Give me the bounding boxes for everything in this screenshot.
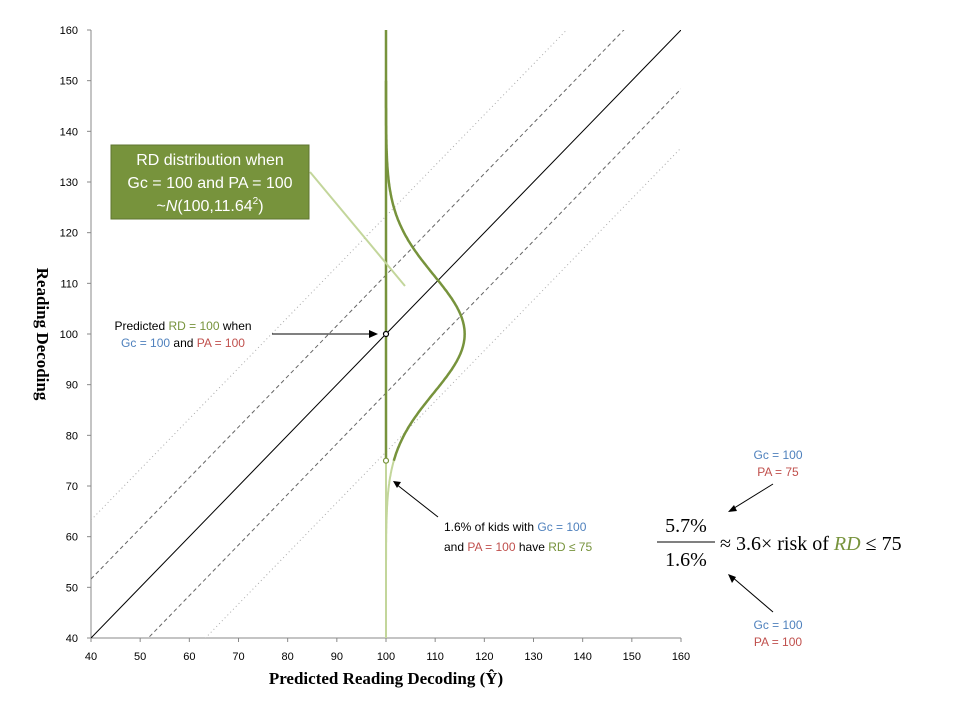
- x-tick-label: 110: [426, 651, 444, 663]
- y-tick-label: 100: [60, 329, 78, 341]
- y-tick-label: 90: [66, 380, 78, 392]
- predicted-line1: Predicted RD = 100 when: [114, 319, 251, 333]
- group-bottom-arrow-head: [728, 574, 736, 583]
- distribution-curve-lower: [385, 460, 395, 588]
- group-top-arrow-head: [728, 505, 737, 512]
- group-top-gc: Gc = 100: [753, 448, 802, 462]
- x-tick-label: 120: [475, 651, 493, 663]
- formula-result: ≈ 3.6× risk of RD ≤ 75: [720, 533, 902, 555]
- y-tick-label: 60: [66, 532, 78, 544]
- marker-point: [382, 330, 390, 338]
- x-tick-label: 130: [524, 651, 542, 663]
- y-tick-label: 130: [60, 177, 78, 189]
- group-top-pa: PA = 75: [757, 465, 799, 479]
- y-tick-label: 120: [60, 228, 78, 240]
- predicted-annotation: Predicted RD = 100 when Gc = 100 and PA …: [114, 319, 378, 350]
- predicted-arrow-head: [369, 330, 378, 338]
- y-tick-label: 40: [66, 633, 78, 645]
- percent-arrow-head: [393, 481, 401, 488]
- group-top: Gc = 100 PA = 75: [728, 448, 803, 512]
- distribution: [382, 30, 466, 638]
- y-axis-title: Reading Decoding: [33, 268, 52, 401]
- x-tick-label: 50: [134, 651, 146, 663]
- group-bottom-pa: PA = 100: [754, 635, 802, 649]
- y-tick-label: 110: [60, 278, 78, 290]
- y-tick-label: 70: [66, 481, 78, 493]
- y-tick-label: 80: [66, 430, 78, 442]
- x-tick-label: 140: [573, 651, 591, 663]
- percent-line1: 1.6% of kids with Gc = 100: [444, 520, 587, 534]
- callout-line2: Gc = 100 and PA = 100: [127, 175, 292, 192]
- x-tick-label: 100: [377, 651, 395, 663]
- x-tick-label: 90: [331, 651, 343, 663]
- x-tick-label: 40: [85, 651, 97, 663]
- x-axis-title: Predicted Reading Decoding (Ŷ): [269, 669, 503, 688]
- callout-pointer: [309, 171, 406, 287]
- percent-line2: and PA = 100 have RD ≤ 75: [444, 540, 592, 554]
- group-top-arrow: [730, 483, 774, 511]
- percent-annotation: 1.6% of kids with Gc = 100 and PA = 100 …: [393, 481, 592, 554]
- group-bottom: Gc = 100 PA = 100: [728, 574, 803, 649]
- group-bottom-arrow: [730, 575, 774, 613]
- callout-line1: RD distribution when: [136, 152, 284, 169]
- formula-numerator: 5.7%: [665, 515, 707, 537]
- distribution-curve-upper: [384, 80, 466, 462]
- distribution-callout: RD distribution when Gc = 100 and PA = 1…: [110, 144, 406, 287]
- y-tick-label: 160: [60, 25, 78, 37]
- x-ticks: 40 50 60 70 80 90 100 110 120 130 140 150 160: [85, 638, 690, 663]
- y-tick-label: 50: [66, 582, 78, 594]
- percent-arrow: [395, 483, 439, 518]
- predicted-line2: Gc = 100 and PA = 100: [121, 336, 245, 350]
- y-tick-label: 150: [60, 76, 78, 88]
- x-tick-label: 160: [672, 651, 690, 663]
- formula-denominator: 1.6%: [665, 549, 707, 571]
- x-tick-label: 150: [623, 651, 641, 663]
- x-tick-label: 60: [183, 651, 195, 663]
- callout-box: [110, 144, 310, 220]
- risk-formula: 5.7% 1.6% ≈ 3.6× risk of RD ≤ 75: [657, 515, 902, 571]
- y-tick-label: 140: [60, 126, 78, 138]
- x-tick-label: 70: [232, 651, 244, 663]
- y-ticks: 40 50 60 70 80 90 100 110 120 130 140 150 160: [60, 25, 91, 645]
- marker-point: [382, 457, 390, 464]
- group-bottom-gc: Gc = 100: [753, 618, 802, 632]
- x-tick-label: 80: [282, 651, 294, 663]
- callout-line3: ~N(100,11.642): [156, 196, 263, 215]
